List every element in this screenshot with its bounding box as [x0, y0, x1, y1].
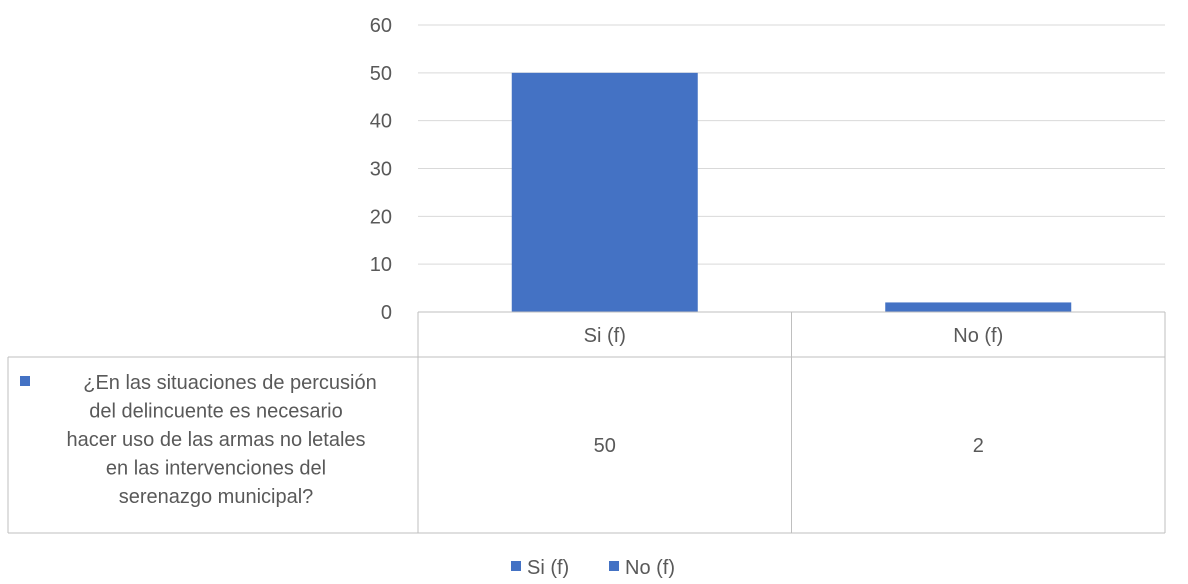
y-tick-label: 10 — [370, 254, 392, 276]
data-cell-value: 50 — [594, 435, 616, 457]
legend: Si (f) No (f) — [511, 557, 675, 579]
legend-entry: Si (f) — [527, 557, 569, 579]
series-label-line: en las intervenciones del — [106, 458, 326, 480]
y-tick-label: 60 — [370, 15, 392, 37]
y-tick-label: 40 — [370, 111, 392, 133]
y-tick-label: 50 — [370, 63, 392, 85]
legend-entry: No (f) — [625, 557, 675, 579]
y-tick-label: 0 — [381, 302, 392, 324]
y-axis-ticks: 0 10 20 30 40 50 60 — [370, 15, 392, 324]
y-tick-label: 30 — [370, 159, 392, 181]
bar — [885, 302, 1072, 312]
bar — [511, 72, 698, 312]
data-cell-value: 2 — [973, 435, 984, 457]
y-tick-label: 20 — [370, 206, 392, 228]
series-label-line: hacer uso de las armas no letales — [66, 429, 365, 451]
series-label-line: del delincuente es necesario — [89, 401, 343, 423]
series-label-line: serenazgo municipal? — [119, 486, 314, 508]
bars — [511, 72, 1072, 312]
legend-key — [511, 561, 521, 571]
series-label-line: ¿En las situaciones de percusión — [83, 372, 377, 394]
data-table: Si (f) No (f) ¿En las situaciones de percu… — [7, 311, 1166, 534]
category-label: No (f) — [953, 325, 1003, 347]
legend-key — [609, 561, 619, 571]
category-label: Si (f) — [584, 325, 626, 347]
series-legend-key — [20, 376, 30, 386]
